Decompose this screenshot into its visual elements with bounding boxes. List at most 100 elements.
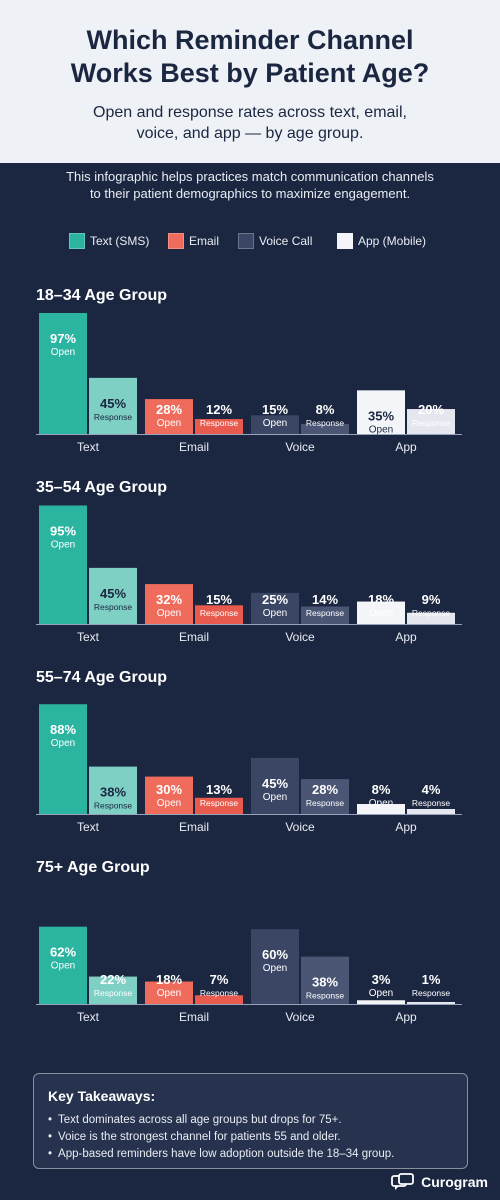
chart-title: 18–34 Age Group	[36, 287, 167, 304]
data-sublabel: Response	[306, 418, 345, 428]
category-label: Text	[77, 820, 100, 834]
subtitle-line-1: Open and response rates across text, ema…	[93, 104, 407, 121]
legend-swatch-email	[168, 233, 184, 249]
intro-line-1: This infographic helps practices match c…	[66, 169, 434, 184]
legend-swatch-app	[337, 233, 353, 249]
bar-email-response	[195, 605, 243, 624]
data-label: 38%	[312, 975, 338, 990]
subtitle-line-2: voice, and app — by age group.	[136, 125, 364, 142]
chart-title: 75+ Age Group	[36, 859, 150, 876]
category-label: Email	[179, 630, 209, 644]
bar-voice-response	[301, 956, 349, 1004]
bar-voice-open	[251, 592, 299, 624]
data-label: 15%	[206, 592, 232, 607]
legend-label-voice: Voice Call	[259, 234, 313, 248]
data-label: 15%	[262, 402, 288, 417]
data-label: 45%	[100, 586, 126, 601]
data-label: 9%	[422, 592, 441, 607]
data-label: 4%	[422, 782, 441, 797]
legend-item-email: Email	[168, 231, 219, 251]
takeaway-item: App-based reminders have low adoption ou…	[48, 1146, 453, 1163]
age-group-chart: 35–54 Age Group95%Open45%ResponseText32%…	[36, 479, 462, 644]
bar-email-response	[195, 419, 243, 434]
data-sublabel: Open	[51, 738, 75, 749]
data-sublabel: Response	[94, 988, 133, 998]
bar-text-open	[39, 926, 87, 1004]
data-sublabel: Response	[94, 801, 133, 811]
bar-app-open	[357, 1000, 405, 1004]
data-sublabel: Response	[306, 991, 345, 1001]
bar-app-response	[407, 809, 455, 814]
category-label: Email	[179, 820, 209, 834]
brand-name: Curogram	[421, 1174, 488, 1190]
key-takeaways-box: Key Takeaways: Text dominates across all…	[33, 1073, 468, 1169]
legend-swatch-voice	[238, 233, 254, 249]
header: Which Reminder Channel Works Best by Pat…	[0, 0, 500, 163]
bar-app-response	[407, 1002, 455, 1004]
data-sublabel: Response	[200, 418, 239, 428]
bar-email-open	[145, 584, 193, 624]
category-label: App	[395, 820, 417, 834]
data-label: 62%	[50, 945, 76, 960]
data-sublabel: Response	[412, 798, 451, 808]
data-sublabel: Open	[51, 347, 75, 358]
category-label: Voice	[285, 820, 315, 834]
bar-voice-response	[301, 779, 349, 814]
data-label: 28%	[312, 782, 338, 797]
data-label: 38%	[100, 785, 126, 800]
data-label: 14%	[312, 592, 338, 607]
bar-voice-open	[251, 415, 299, 434]
intro-text: This infographic helps practices match c…	[0, 168, 500, 202]
chart-title: 35–54 Age Group	[36, 479, 167, 496]
category-label: Voice	[285, 440, 315, 454]
data-sublabel: Open	[369, 988, 393, 999]
bar-email-open	[145, 981, 193, 1004]
bar-email-response	[195, 797, 243, 814]
legend-item-app: App (Mobile)	[337, 231, 426, 251]
data-label: 20%	[418, 402, 444, 417]
data-label: 7%	[210, 972, 229, 987]
data-label: 60%	[262, 947, 288, 962]
data-sublabel: Open	[263, 418, 287, 429]
bar-text-open	[39, 313, 87, 434]
data-sublabel: Response	[306, 608, 345, 618]
data-sublabel: Response	[412, 608, 451, 618]
takeaway-item: Text dominates across all age groups but…	[48, 1112, 453, 1129]
bar-email-open	[145, 399, 193, 434]
data-label: 12%	[206, 402, 232, 417]
category-label: App	[395, 440, 417, 454]
title-line-2: Works Best by Patient Age?	[70, 58, 430, 88]
category-label: Text	[77, 440, 100, 454]
data-sublabel: Open	[51, 961, 75, 972]
bar-text-response	[89, 377, 137, 434]
legend-swatch-text	[69, 233, 85, 249]
legend-item-voice: Voice Call	[238, 231, 312, 251]
data-label: 45%	[100, 396, 126, 411]
data-label: 13%	[206, 782, 232, 797]
data-label: 35%	[368, 408, 394, 423]
data-sublabel: Response	[200, 798, 239, 808]
data-sublabel: Open	[157, 988, 181, 999]
bar-text-response	[89, 567, 137, 624]
data-label: 8%	[316, 402, 335, 417]
data-label: 18%	[368, 592, 394, 607]
legend: Text (SMS) Email Voice Call App (Mobile)	[0, 231, 500, 251]
data-label: 8%	[372, 782, 391, 797]
brand-logo: Curogram	[391, 1173, 488, 1191]
age-group-chart: 55–74 Age Group88%Open38%ResponseText30%…	[36, 669, 462, 834]
bar-text-response	[89, 766, 137, 814]
bar-app-response	[407, 409, 455, 434]
bar-email-response	[195, 995, 243, 1004]
intro-line-2: to their patient demographics to maximiz…	[89, 186, 411, 201]
data-label: 18%	[156, 972, 182, 987]
data-label: 45%	[262, 776, 288, 791]
data-sublabel: Open	[51, 539, 75, 550]
category-label: Text	[77, 630, 100, 644]
data-sublabel: Response	[412, 418, 451, 428]
category-label: Voice	[285, 630, 315, 644]
data-sublabel: Response	[200, 608, 239, 618]
data-label: 97%	[50, 331, 76, 346]
bar-text-response	[89, 976, 137, 1004]
data-label: 88%	[50, 722, 76, 737]
page-title: Which Reminder Channel Works Best by Pat…	[0, 24, 500, 90]
